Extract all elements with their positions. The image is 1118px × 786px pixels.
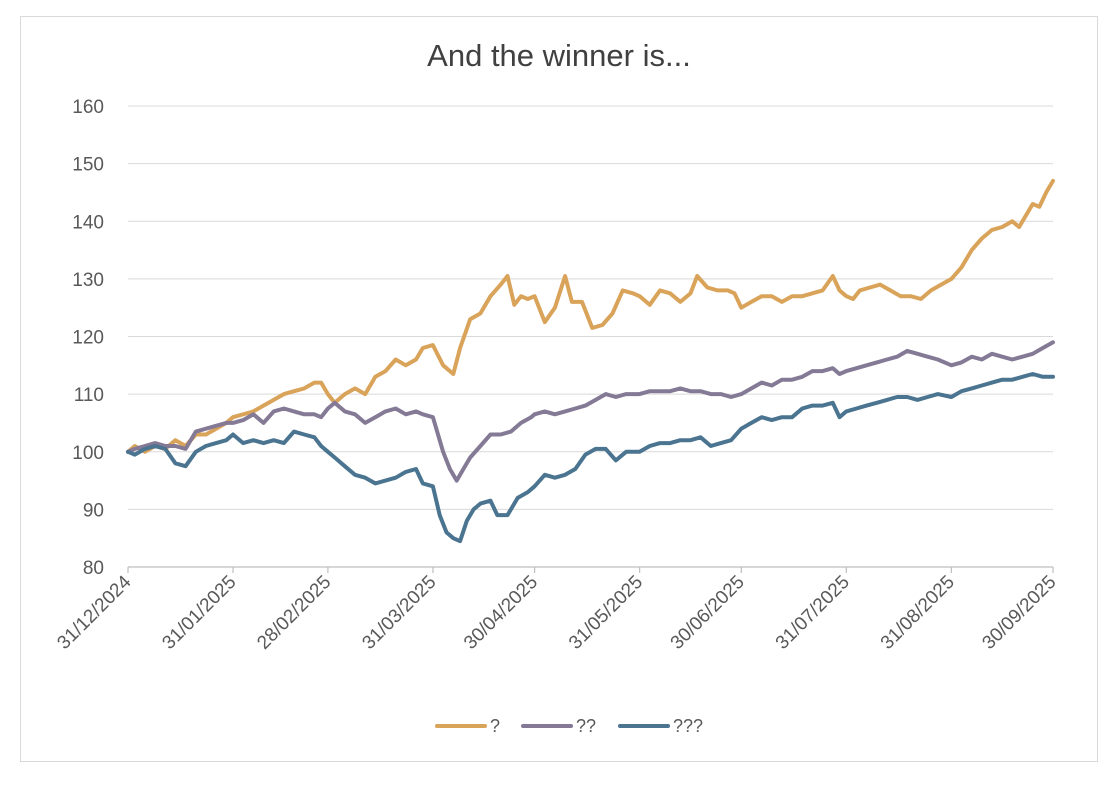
y-tick-label: 140	[72, 212, 104, 233]
legend-label-3: ???	[673, 716, 703, 736]
x-tick-label: 31/05/2025	[565, 572, 647, 654]
series-lines	[126, 178, 1055, 544]
y-tick-label: 120	[72, 328, 104, 349]
x-tick-label: 31/07/2025	[772, 572, 854, 654]
series-line-3	[126, 372, 1055, 544]
x-tick-label: 31/08/2025	[877, 572, 959, 654]
x-tick-label: 31/01/2025	[158, 572, 240, 654]
series-line-1	[126, 178, 1055, 454]
x-axis-ticks: 31/12/2024 31/01/2025 28/02/2025 31/03/2025…	[53, 567, 1061, 654]
x-tick-label: 30/06/2025	[667, 572, 749, 654]
y-tick-label: 150	[72, 155, 104, 176]
y-tick-label: 130	[72, 270, 104, 291]
legend-label-1: ?	[490, 716, 500, 736]
x-tick-label: 31/03/2025	[358, 572, 440, 654]
series-line-2	[126, 340, 1055, 483]
y-tick-label: 160	[72, 97, 104, 118]
x-tick-label: 30/04/2025	[460, 572, 542, 654]
gridlines	[128, 105, 1053, 510]
y-tick-label: 110	[74, 385, 104, 406]
x-tick-label: 31/12/2024	[53, 571, 135, 653]
x-tick-label: 30/09/2025	[978, 572, 1060, 654]
y-tick-label: 80	[83, 558, 104, 579]
y-tick-label: 90	[83, 500, 104, 521]
chart-frame	[20, 16, 1098, 762]
x-tick-label: 28/02/2025	[253, 572, 335, 654]
legend-label-2: ??	[576, 716, 596, 736]
y-axis-ticks: 80 90 100 110 120 130 140 150 160	[72, 97, 104, 579]
chart-title: And the winner is...	[427, 38, 691, 73]
y-tick-label: 100	[72, 443, 104, 464]
legend: ??????	[435, 716, 703, 736]
